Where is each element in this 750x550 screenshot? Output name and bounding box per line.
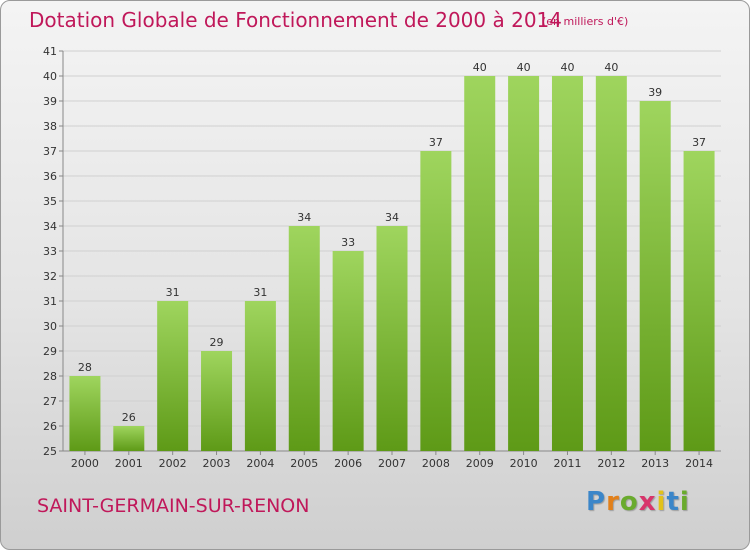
bar	[420, 151, 452, 451]
bar-value-label: 39	[648, 86, 662, 99]
x-tick-label: 2004	[246, 457, 274, 470]
y-tick-label: 29	[43, 345, 57, 358]
commune-name: SAINT-GERMAIN-SUR-RENON	[37, 495, 310, 517]
y-tick-label: 37	[43, 145, 57, 158]
bar	[639, 101, 671, 451]
bar	[595, 76, 627, 451]
x-tick-label: 2007	[378, 457, 406, 470]
bar	[157, 301, 189, 451]
bar	[376, 226, 408, 451]
y-tick-label: 33	[43, 245, 57, 258]
logo-letter: x	[638, 487, 657, 517]
bar-value-label: 37	[692, 136, 706, 149]
x-tick-label: 2014	[685, 457, 713, 470]
x-tick-label: 2010	[510, 457, 538, 470]
logo-letter: P	[586, 487, 607, 517]
x-tick-label: 2005	[290, 457, 318, 470]
x-tick-label: 2003	[203, 457, 231, 470]
bar-value-label: 40	[560, 61, 574, 74]
y-tick-label: 32	[43, 270, 57, 283]
bar	[332, 251, 364, 451]
bar	[551, 76, 583, 451]
y-tick-label: 26	[43, 420, 57, 433]
bar-value-label: 40	[517, 61, 531, 74]
bar-value-label: 31	[166, 286, 180, 299]
proxiti-logo: Proxiti	[586, 487, 690, 517]
x-tick-label: 2001	[115, 457, 143, 470]
y-tick-label: 28	[43, 370, 57, 383]
bar-value-label: 28	[78, 361, 92, 374]
x-tick-label: 2006	[334, 457, 362, 470]
logo-letter: t	[666, 487, 680, 517]
logo-letter: r	[606, 487, 620, 517]
x-tick-label: 2002	[159, 457, 187, 470]
bar	[683, 151, 715, 451]
y-tick-label: 41	[43, 45, 57, 58]
y-tick-label: 38	[43, 120, 57, 133]
y-tick-label: 27	[43, 395, 57, 408]
bar-value-label: 40	[473, 61, 487, 74]
bar-value-label: 37	[429, 136, 443, 149]
bar	[69, 376, 101, 451]
x-tick-label: 2009	[466, 457, 494, 470]
bar-value-label: 26	[122, 411, 136, 424]
bar	[508, 76, 540, 451]
y-tick-label: 39	[43, 95, 57, 108]
bar-value-label: 34	[297, 211, 311, 224]
bar	[464, 76, 496, 451]
bar	[201, 351, 233, 451]
bars	[69, 76, 715, 451]
bar	[288, 226, 320, 451]
chart-subtitle: (en milliers d'€)	[542, 15, 629, 28]
bar-value-label: 31	[253, 286, 267, 299]
logo-letter: o	[619, 487, 639, 517]
bar	[244, 301, 276, 451]
labels: 25 26 27 28 29 30 31 32 33 34 35 36 37 38 39 40 41 28 2000…	[43, 45, 713, 470]
bar-value-label: 33	[341, 236, 355, 249]
y-tick-label: 25	[43, 445, 57, 458]
y-tick-label: 30	[43, 320, 57, 333]
x-tick-label: 2011	[553, 457, 581, 470]
x-tick-label: 2012	[597, 457, 625, 470]
bar-value-label: 40	[604, 61, 618, 74]
x-tick-label: 2000	[71, 457, 99, 470]
logo-letter: i	[679, 487, 690, 517]
x-tick-label: 2013	[641, 457, 669, 470]
y-tick-label: 34	[43, 220, 57, 233]
y-tick-label: 35	[43, 195, 57, 208]
y-tick-label: 31	[43, 295, 57, 308]
bar	[113, 426, 145, 451]
chart-title: Dotation Globale de Fonctionnement de 20…	[29, 8, 562, 32]
x-tick-label: 2008	[422, 457, 450, 470]
y-tick-label: 36	[43, 170, 57, 183]
logo-letter: i	[656, 487, 667, 517]
bar-value-label: 29	[210, 336, 224, 349]
y-tick-label: 40	[43, 70, 57, 83]
bar-value-label: 34	[385, 211, 399, 224]
